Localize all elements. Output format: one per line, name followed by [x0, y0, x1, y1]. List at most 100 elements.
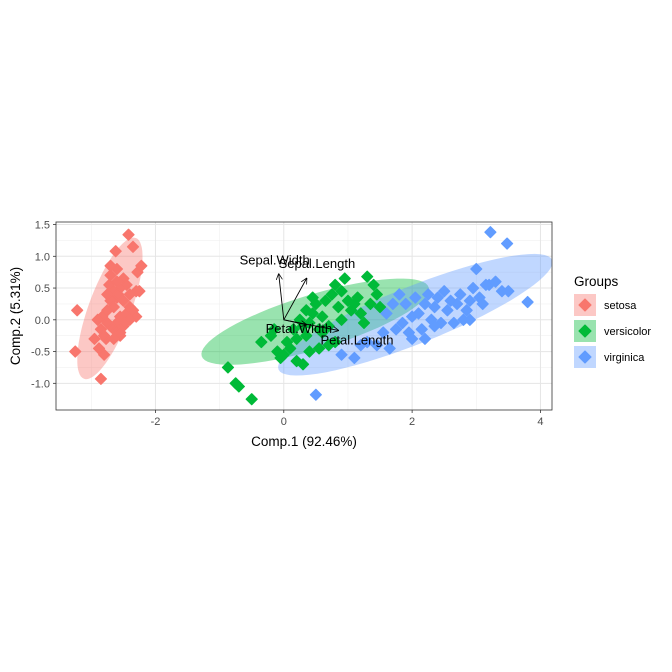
point-setosa	[94, 372, 108, 385]
point-virginica	[466, 281, 480, 295]
point-setosa	[107, 332, 120, 345]
point-setosa	[71, 304, 84, 317]
point-versicolor	[364, 297, 377, 311]
point-setosa	[133, 285, 146, 298]
legend-label-virginica: virginica	[604, 352, 645, 364]
point-versicolor	[338, 272, 351, 285]
point-versicolor	[303, 345, 316, 358]
point-virginica	[399, 297, 412, 311]
point-versicolor	[296, 358, 310, 371]
point-versicolor	[361, 270, 374, 283]
x-tick-label: 2	[409, 416, 415, 428]
point-versicolor	[268, 323, 281, 336]
point-setosa	[112, 288, 125, 301]
point-virginica	[463, 294, 476, 307]
loading-label: Petal.Length	[320, 333, 393, 348]
point-setosa	[88, 332, 101, 345]
point-setosa	[109, 245, 122, 258]
point-virginica	[389, 323, 403, 336]
point-virginica	[377, 326, 390, 339]
point-versicolor	[316, 310, 329, 323]
point-virginica	[406, 332, 419, 345]
point-virginica	[454, 288, 467, 301]
point-versicolor	[370, 288, 383, 301]
y-tick-label: 1.5	[35, 220, 50, 232]
point-virginica	[386, 297, 399, 311]
point-virginica	[418, 332, 432, 345]
point-versicolor	[221, 361, 235, 374]
point-versicolor	[306, 291, 319, 304]
point-setosa	[123, 301, 136, 314]
point-virginica	[383, 342, 396, 355]
point-virginica	[500, 237, 514, 250]
point-versicolor	[284, 342, 297, 355]
point-versicolor	[312, 342, 326, 355]
point-virginica	[447, 316, 460, 330]
x-tick-label: -2	[151, 416, 161, 428]
point-virginica	[409, 291, 422, 304]
point-setosa	[118, 316, 131, 330]
point-virginica	[460, 304, 473, 317]
point-versicolor	[255, 335, 268, 349]
point-virginica	[418, 297, 432, 311]
point-virginica	[422, 288, 435, 301]
point-setosa	[135, 259, 148, 272]
point-virginica	[521, 295, 534, 309]
point-versicolor	[287, 323, 300, 336]
point-versicolor	[316, 326, 329, 339]
point-versicolor	[367, 278, 380, 291]
point-virginica	[463, 313, 476, 326]
point-versicolor	[329, 335, 342, 349]
point-setosa	[103, 278, 116, 291]
y-tick-label: 0.0	[35, 315, 50, 327]
y-tick-label: -1.0	[31, 378, 50, 390]
y-tick-label: 1.0	[35, 251, 50, 263]
loading-arrow	[283, 319, 307, 325]
point-versicolor	[300, 329, 313, 342]
point-versicolor	[232, 380, 245, 393]
point-virginica	[393, 288, 406, 301]
point-setosa	[69, 345, 82, 358]
y-axis-title: Comp.2 (5.31%)	[8, 267, 23, 365]
panel-border	[55, 221, 553, 411]
point-virginica	[441, 304, 454, 317]
point-virginica	[479, 278, 493, 291]
legend-marker-virginica	[578, 350, 592, 364]
loading-label: Sepal.Width	[240, 252, 310, 267]
point-virginica	[361, 335, 374, 349]
point-versicolor	[332, 301, 345, 314]
point-virginica	[428, 301, 441, 314]
point-virginica	[380, 307, 393, 320]
x-axis-title: Comp.1 (92.46%)	[251, 434, 357, 449]
point-setosa	[98, 329, 111, 342]
point-versicolor	[245, 393, 258, 406]
legend-title: Groups	[574, 274, 619, 289]
point-versicolor	[335, 285, 348, 298]
y-tick-label: 0.5	[35, 283, 50, 295]
point-versicolor	[290, 332, 303, 345]
point-virginica	[502, 285, 515, 298]
point-versicolor	[329, 278, 342, 291]
point-setosa	[101, 304, 114, 317]
point-setosa	[114, 326, 127, 339]
point-setosa	[101, 288, 114, 301]
y-tick-label: -0.5	[31, 347, 50, 359]
loading-arrow	[283, 278, 307, 321]
point-virginica	[450, 297, 464, 311]
point-versicolor	[335, 313, 348, 326]
point-versicolor	[319, 294, 332, 307]
point-virginica	[438, 285, 451, 298]
point-versicolor	[351, 291, 364, 304]
point-virginica	[484, 226, 497, 239]
loading-label: Petal.Width	[266, 321, 332, 336]
loading-arrows	[279, 273, 339, 330]
y-axis: -1.0 -0.5 0.0 0.5 1.0 1.5	[31, 220, 56, 390]
loading-arrow	[279, 273, 285, 320]
loading-label: Sepal.Length	[279, 256, 356, 271]
legend-marker-versicolor	[578, 324, 592, 338]
x-tick-label: 0	[281, 416, 287, 428]
legend-label-versicolor: versicolor	[604, 326, 651, 338]
point-versicolor	[325, 288, 339, 301]
